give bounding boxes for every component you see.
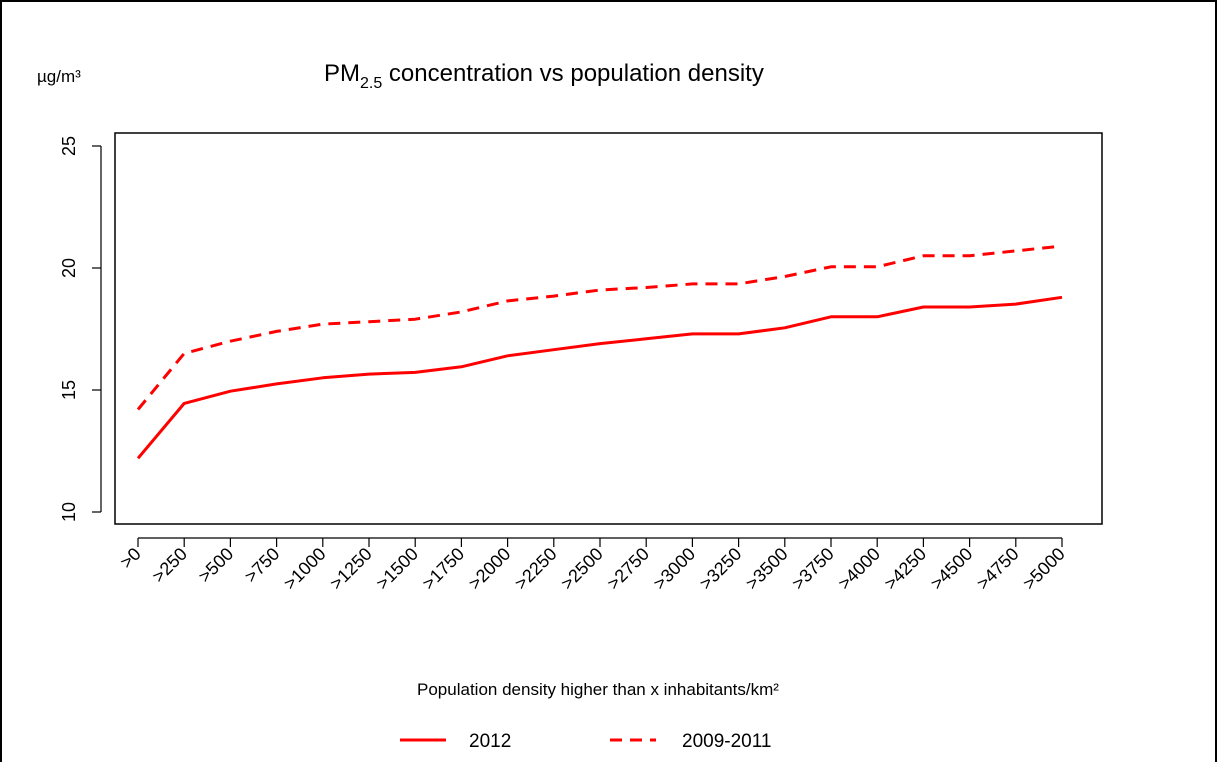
data-point-2009-2011 — [1014, 249, 1017, 252]
data-point-2009-2011 — [414, 318, 417, 321]
data-point-2012 — [645, 337, 648, 340]
data-point-2012 — [691, 332, 694, 335]
data-point-2012 — [506, 354, 509, 357]
data-point-2012 — [275, 382, 278, 385]
series-line-2009-2011 — [136, 244, 1063, 411]
x-axis: >0 >250 >500 >750>1000>1250>1500>1750>2000>… — [116, 537, 1069, 594]
data-point-2012 — [183, 402, 186, 405]
x-tick-label: >4500 — [927, 544, 977, 594]
data-point-2012 — [321, 376, 324, 379]
y-tick-label: 20 — [59, 258, 79, 278]
data-point-2009-2011 — [830, 265, 833, 268]
x-tick-label: >2250 — [511, 544, 561, 594]
data-point-2012 — [414, 371, 417, 374]
x-tick-label: >3500 — [742, 544, 792, 594]
data-point-2012 — [830, 315, 833, 318]
y-tick-label: 10 — [59, 502, 79, 522]
x-tick-label: >2000 — [465, 544, 515, 594]
data-point-2009-2011 — [599, 288, 602, 291]
y-unit-label: µg/m³ — [37, 67, 81, 86]
data-point-2012 — [599, 342, 602, 345]
x-tick-label: >2500 — [557, 544, 607, 594]
x-tick-label: >1750 — [418, 544, 468, 594]
x-tick-label: >3250 — [696, 544, 746, 594]
data-point-2009-2011 — [183, 352, 186, 355]
chart-title-suffix: concentration vs population density — [382, 60, 764, 87]
data-point-2012 — [876, 315, 879, 318]
data-point-2012 — [922, 306, 925, 309]
x-tick-label: >250 — [148, 544, 191, 587]
data-point-2012 — [737, 332, 740, 335]
data-point-2009-2011 — [737, 282, 740, 285]
data-point-2009-2011 — [321, 323, 324, 326]
x-tick-label: >3000 — [649, 544, 699, 594]
y-tick-label: 25 — [59, 136, 79, 156]
data-point-2009-2011 — [506, 299, 509, 302]
data-point-2012 — [1061, 296, 1064, 299]
data-point-2012 — [368, 373, 371, 376]
x-tick-label: >750 — [241, 544, 284, 587]
data-point-2009-2011 — [691, 282, 694, 285]
data-point-2009-2011 — [229, 340, 232, 343]
data-point-2012 — [783, 326, 786, 329]
legend-label-2009-2011: 2009-2011 — [682, 731, 771, 752]
x-tick-label: >5000 — [1019, 544, 1069, 594]
x-tick-label: >0 — [116, 544, 145, 573]
legend: 2012 2009-2011 — [400, 731, 771, 752]
x-tick-label: >3750 — [788, 544, 838, 594]
data-point-2009-2011 — [137, 408, 140, 411]
chart-title: PM2.5 concentration vs population densit… — [324, 60, 764, 92]
data-point-2009-2011 — [552, 295, 555, 298]
data-point-2009-2011 — [275, 330, 278, 333]
x-tick-label: >1500 — [372, 544, 422, 594]
y-axis: 10 15 20 25 — [59, 136, 102, 522]
data-point-2012 — [552, 348, 555, 351]
series-line-2012 — [136, 295, 1063, 460]
chart-title-prefix: PM — [324, 60, 360, 87]
data-point-2012 — [968, 306, 971, 309]
data-point-2012 — [1014, 303, 1017, 306]
x-tick-label: >1250 — [326, 544, 376, 594]
y-tick-label: 15 — [59, 380, 79, 400]
x-axis-title: Population density higher than x inhabit… — [417, 680, 779, 699]
data-point-2009-2011 — [783, 275, 786, 278]
legend-label-2012: 2012 — [469, 731, 511, 752]
x-tick-label: >4250 — [880, 544, 930, 594]
data-point-2012 — [460, 365, 463, 368]
chart-title-subscript: 2.5 — [360, 75, 382, 92]
plot-area-border — [114, 132, 1103, 525]
data-point-2009-2011 — [922, 254, 925, 257]
series-layer — [136, 244, 1064, 460]
data-point-2009-2011 — [460, 310, 463, 313]
x-tick-label: >4750 — [973, 544, 1023, 594]
data-point-2009-2011 — [876, 265, 879, 268]
data-point-2012 — [229, 390, 232, 393]
x-tick-label: >4000 — [834, 544, 884, 594]
data-point-2009-2011 — [1061, 245, 1064, 248]
x-tick-label: >2750 — [603, 544, 653, 594]
data-point-2009-2011 — [645, 286, 648, 289]
x-tick-label: >500 — [194, 544, 237, 587]
data-point-2009-2011 — [368, 320, 371, 323]
x-tick-label: >1000 — [280, 544, 330, 594]
data-point-2012 — [137, 457, 140, 460]
data-point-2009-2011 — [968, 254, 971, 257]
